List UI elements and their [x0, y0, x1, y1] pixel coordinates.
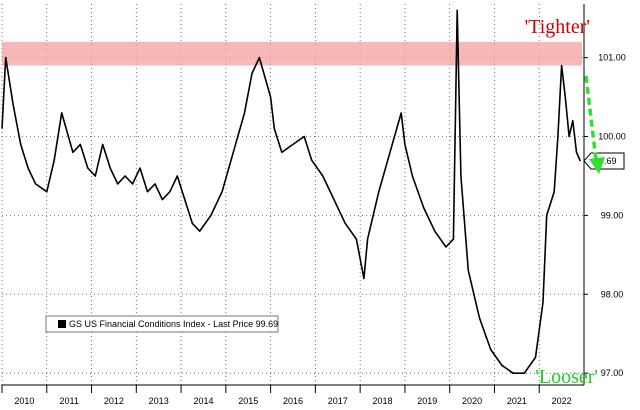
legend-swatch	[58, 320, 66, 328]
x-tick-label: 2013	[149, 396, 169, 406]
annotation-looser: 'Looser'	[535, 366, 598, 388]
y-tick-label: 99.00	[601, 210, 624, 220]
tighter-band	[2, 41, 582, 66]
y-tick-labels: 97.00 98.00 99.00 100.00 101.00	[584, 53, 626, 378]
decline-arrow	[584, 75, 605, 174]
x-tick-label: 2020	[462, 396, 482, 406]
last-price-marker: 99.69	[583, 152, 625, 170]
x-tick-label: 2012	[104, 396, 124, 406]
arrow-head	[589, 157, 605, 174]
x-tick-labels: 2010 2011 2012 2013 2014 2015 2016 2017 2018 2019…	[1, 385, 572, 406]
legend-box	[45, 315, 279, 333]
axes	[2, 4, 585, 386]
x-tick-label: 2016	[283, 396, 303, 406]
x-tick-label: 2010	[14, 396, 34, 406]
y-tick-label: 101.00	[598, 53, 626, 63]
annotation-tighter: 'Tighter'	[525, 16, 590, 38]
x-tick-label: 2022	[552, 396, 572, 406]
x-tick-label: 2018	[373, 396, 393, 406]
arrow-shaft	[584, 75, 598, 161]
x-tick-label: 2021	[507, 396, 527, 406]
x-tick-label: 2014	[193, 396, 213, 406]
x-tick-label: 2019	[417, 396, 437, 406]
x-tick-label: 2015	[238, 396, 258, 406]
y-tick-label: 100.00	[598, 132, 626, 142]
legend-entry: GS US Financial Conditions Index - Last …	[69, 319, 278, 329]
x-tick-label: 2011	[59, 396, 78, 406]
y-tick-label: 98.00	[601, 289, 624, 299]
last-price-label: 99.69	[594, 156, 617, 166]
x-tick-label: 2017	[328, 396, 348, 406]
legend: GS US Financial Conditions Index - Last …	[45, 315, 279, 333]
series-line-gs-fci	[1, 9, 582, 374]
y-tick-label: 97.00	[601, 368, 624, 378]
